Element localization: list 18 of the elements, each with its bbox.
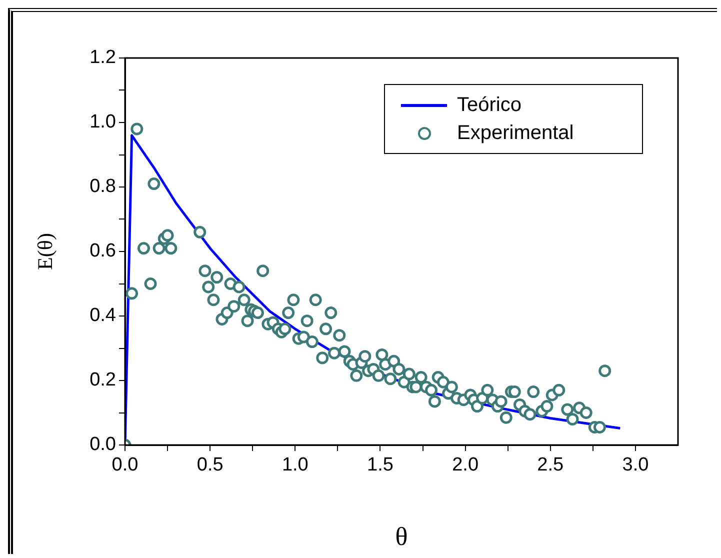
y-tick-label: 1.2 <box>90 47 116 68</box>
y-tick-label: 0.0 <box>90 434 116 456</box>
x-axis-title: θ <box>395 522 408 552</box>
x-tick-label: 2.5 <box>537 454 564 476</box>
x-tick-label: 2.0 <box>452 454 479 476</box>
y-tick-label: 0.4 <box>90 305 116 326</box>
legend-label: Teórico <box>457 94 522 116</box>
x-tick-label: 0.5 <box>196 454 224 476</box>
y-tick-label: 0.8 <box>90 176 116 198</box>
y-tick-label: 0.6 <box>90 240 116 262</box>
x-tick-label: 1.5 <box>367 454 394 476</box>
x-tick-label: 0.0 <box>112 454 138 476</box>
x-tick-label: 3.0 <box>622 454 649 476</box>
x-tick-label: 1.0 <box>282 454 308 476</box>
y-tick-label: 0.2 <box>90 370 116 391</box>
legend-label: Experimental <box>457 122 574 144</box>
y-axis-title: E(θ) <box>33 233 58 270</box>
y-tick-label: 1.0 <box>90 112 116 133</box>
